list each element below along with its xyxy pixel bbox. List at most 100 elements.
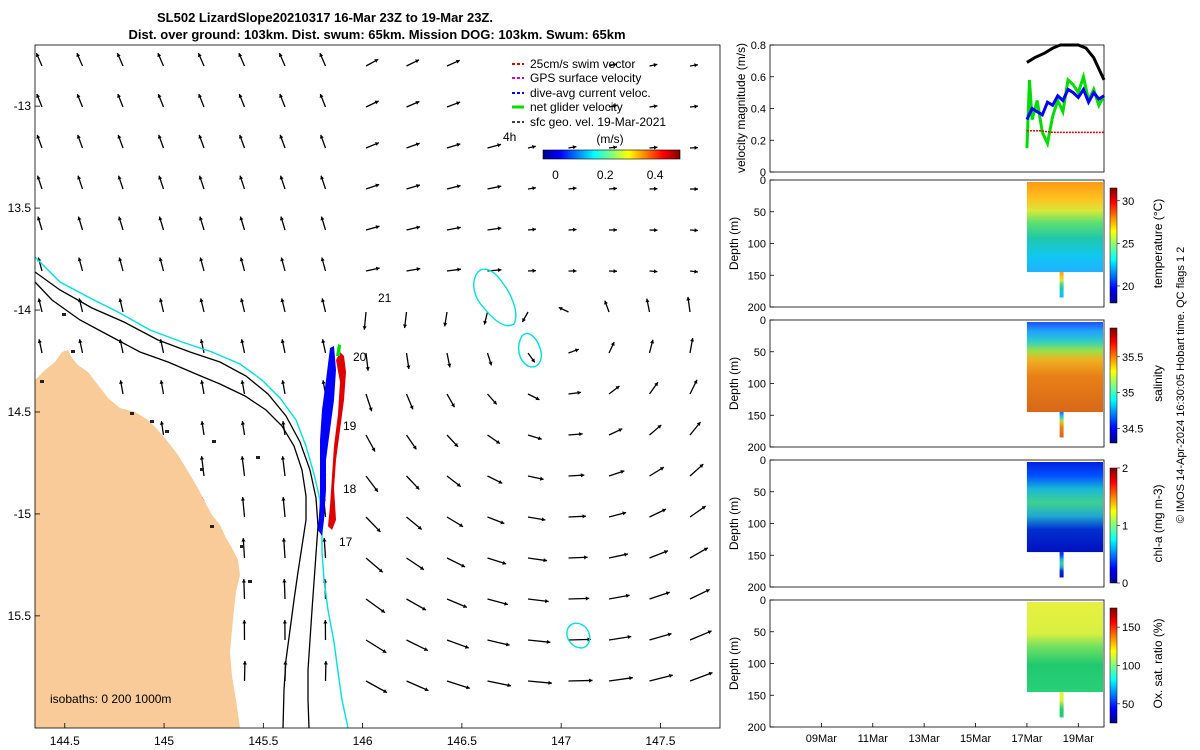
velocity-arrowhead [281, 538, 286, 542]
depth-tick-label: 100 [748, 519, 766, 531]
colorbar-tick-label: 0.2 [597, 168, 614, 182]
isobath-200m-2 [473, 268, 517, 327]
velocity-arrowhead [662, 508, 667, 513]
velocity-arrowhead [615, 385, 620, 390]
velocity-arrow [365, 598, 386, 614]
reef-mark [240, 545, 244, 548]
velocity-arrowhead [282, 579, 287, 583]
velocity-arrowhead [543, 558, 548, 563]
velocity-arrowhead [35, 53, 40, 58]
x-tick-label: 145 [154, 734, 174, 748]
velocity-arrowhead [653, 104, 658, 109]
cbar-tick-label: 0 [1122, 578, 1128, 590]
colorbar-title: (m/s) [596, 132, 623, 146]
velocity-arrowhead [119, 380, 124, 384]
depth-axis-label: Depth (m) [727, 637, 741, 690]
velocity-arrowhead [584, 555, 588, 560]
land-polygon [35, 350, 240, 728]
velocity-arrowhead [280, 257, 285, 262]
velocity-arrowhead [239, 216, 244, 221]
velocity-arrowhead [378, 568, 383, 573]
y-tick-label: -14 [14, 303, 32, 317]
day-label-19: 19 [343, 419, 357, 433]
velocity-arrowhead [116, 53, 121, 58]
velocity-arrowhead [613, 145, 617, 150]
velocity-arrowhead [654, 228, 658, 233]
velocity-arrowhead [694, 186, 698, 192]
depth-tick-label: 150 [748, 690, 766, 702]
velocity-arrowhead [406, 365, 411, 370]
reef-mark [212, 440, 216, 443]
velocity-arrowhead [78, 339, 83, 344]
velocity-arrowhead [645, 298, 650, 303]
velocity-arrowhead [198, 175, 203, 180]
velocity-arrowhead [415, 100, 420, 105]
velocity-arrowhead [654, 186, 658, 191]
legend-item-sfc-geo: sfc geo. vel. 19-Mar-2021 [512, 115, 666, 129]
velocity-arrowhead [659, 467, 664, 471]
cbar-tick-label: 30 [1122, 196, 1134, 208]
velocity-arrowhead [321, 298, 326, 303]
velocity-arrowhead [497, 143, 502, 148]
velocity-arrowhead [572, 145, 577, 150]
profile-field [1026, 322, 1103, 413]
velocity-arrow [446, 680, 471, 689]
velocity-arrowhead [76, 53, 81, 58]
velocity-arrow [527, 639, 551, 643]
velocity-arrowhead [319, 134, 324, 139]
vel-y-tick-label: 0.2 [751, 135, 766, 147]
velocity-arrowhead [457, 267, 461, 272]
track-net-glider-velocity [336, 344, 341, 356]
velocity-arrowhead [443, 322, 448, 327]
velocity-arrowhead [77, 257, 82, 262]
velocity-arrowhead [456, 184, 461, 189]
velocity-arrowhead [708, 671, 713, 676]
velocity-arrowhead [694, 63, 698, 68]
velocity-arrowhead [654, 382, 658, 387]
velocity-arrowhead [653, 269, 658, 274]
velocity-arrowhead [242, 661, 247, 665]
velocity-arrowhead [320, 257, 325, 262]
profile-deep-dive [1059, 692, 1064, 718]
depth-tick-label: 150 [748, 550, 766, 562]
velocity-arrowhead [504, 601, 508, 606]
velocity-arrowhead [282, 620, 287, 624]
velocity-arrowhead [375, 266, 380, 271]
copyright-note: © IMOS 14-Apr-2024 16:30:05 Hobart time.… [1175, 247, 1187, 524]
map-y-axis: -13 13.5 -14 14.5 -15 15.5 [8, 99, 40, 623]
velocity-arrowhead [497, 226, 502, 231]
velocity-arrowhead [199, 298, 204, 303]
reef-mark [130, 412, 134, 415]
depth-axis-label: Depth (m) [727, 217, 741, 270]
velocity-arrow [365, 639, 387, 654]
velocity-arrowhead [668, 673, 673, 678]
velocity-arrowhead [694, 145, 698, 150]
velocity-arrow [446, 598, 468, 608]
velocity-arrowhead [117, 134, 122, 139]
velocity-arrowhead [242, 620, 247, 624]
velocity-arrowhead [321, 380, 326, 384]
velocity-arrowhead [456, 101, 461, 106]
velocity-arrow [487, 680, 512, 687]
cbar-tick-label: 2 [1122, 463, 1128, 475]
velocity-arrowhead [541, 517, 546, 522]
legend-label: GPS surface velocity [530, 71, 641, 85]
velocity-arrowhead [498, 479, 503, 484]
velocity-arrowhead [707, 630, 712, 635]
velocity-arrowhead [238, 53, 243, 58]
velocity-arrowhead [76, 134, 81, 139]
colorbar-tick-label: 0 [552, 168, 559, 182]
velocity-arrowhead [693, 379, 698, 384]
velocity-arrowhead [703, 547, 708, 552]
velocity-arrowhead [198, 216, 203, 221]
day-label-17: 17 [339, 535, 353, 549]
time-tick-label: 13Mar [909, 733, 941, 745]
colorbar-label: Ox. sat. ratio (%) [1151, 618, 1165, 708]
velocity-arrow [689, 630, 712, 641]
velocity-arrowhead [281, 380, 286, 384]
colorbar-ticks: 0 0.2 0.4 [552, 168, 664, 182]
velocity-arrowhead [447, 363, 452, 368]
velocity-colorbar [542, 149, 681, 160]
velocity-arrowhead [451, 403, 455, 408]
x-tick-label: 147 [551, 734, 571, 748]
